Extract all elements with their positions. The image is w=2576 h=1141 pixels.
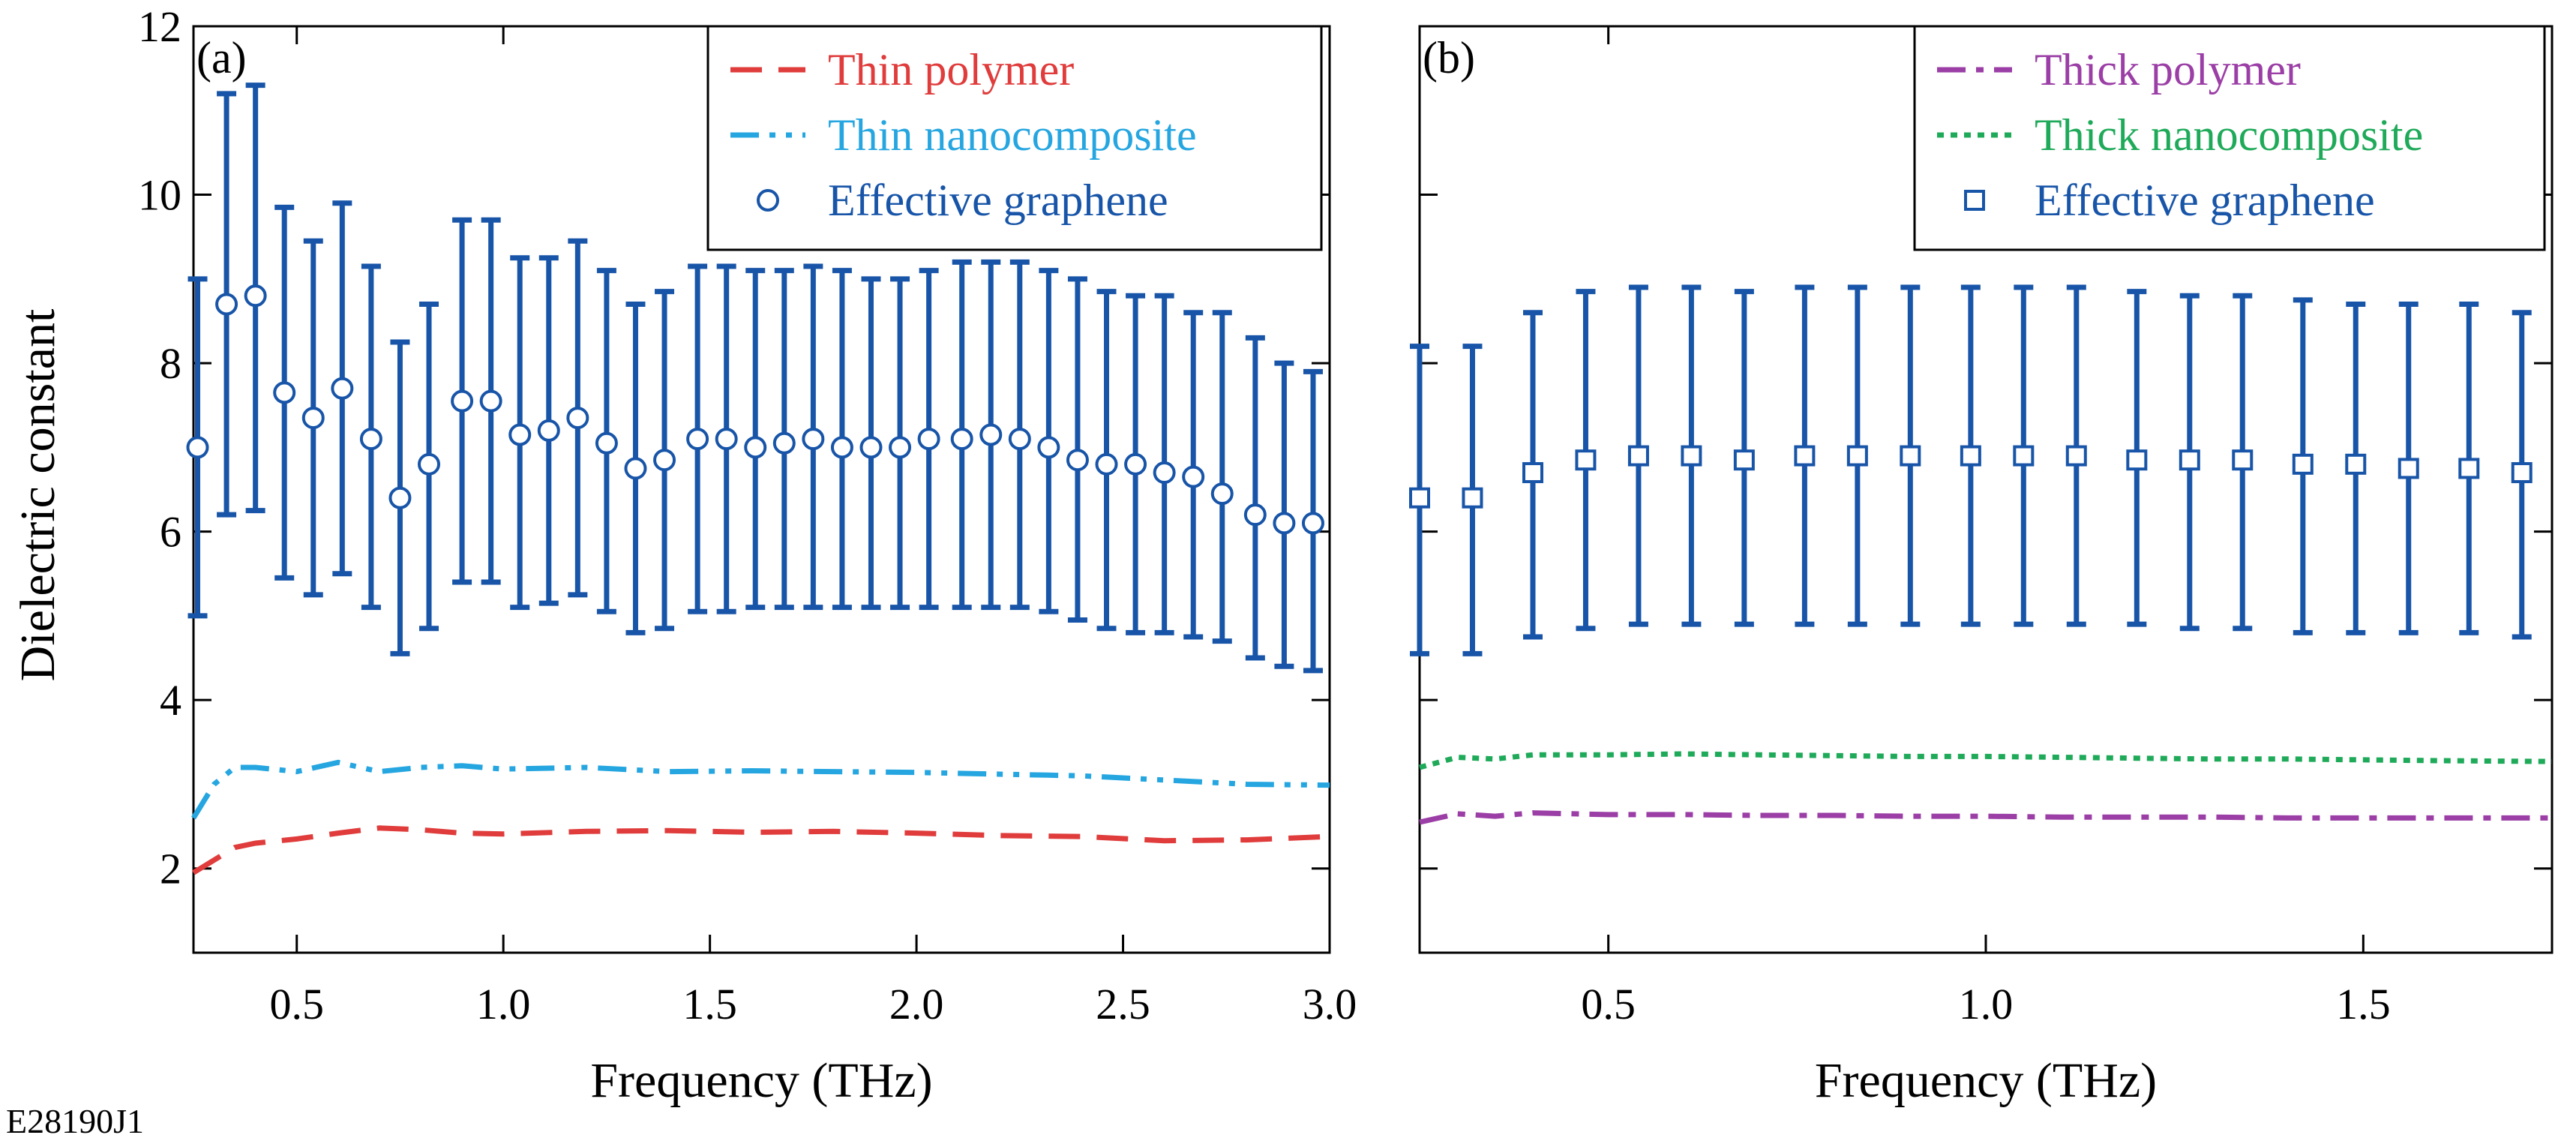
y-tick-label: 4 xyxy=(160,676,181,725)
data-point xyxy=(418,452,441,476)
panel-label: (b) xyxy=(1423,33,1475,83)
legend-label: Thick nanocomposite xyxy=(2035,110,2423,160)
legend-label: Thin nanocomposite xyxy=(828,110,1197,160)
legend-swatch xyxy=(1964,190,1985,211)
data-point xyxy=(917,428,940,451)
data-point xyxy=(653,449,676,472)
x-tick-label: 0.5 xyxy=(1581,980,1636,1028)
legend-box xyxy=(706,25,1323,251)
x-tick-label: 1.5 xyxy=(682,980,737,1028)
data-point xyxy=(1409,487,1430,509)
data-point xyxy=(451,389,474,413)
x-axis-title: Frequency (THz) xyxy=(590,1053,932,1108)
x-tick-label: 2.5 xyxy=(1096,980,1150,1028)
data-point xyxy=(1301,512,1324,535)
y-axis-title: Dielectric constant xyxy=(10,309,65,682)
data-point xyxy=(331,377,354,400)
data-point xyxy=(802,428,825,451)
x-tick-label: 1.0 xyxy=(1959,980,2014,1028)
data-point xyxy=(859,436,883,459)
data-point xyxy=(1066,449,1089,472)
data-point xyxy=(595,431,618,455)
y-tick-label: 6 xyxy=(160,508,181,557)
legend-swatch xyxy=(757,189,779,212)
data-point xyxy=(1900,445,1921,467)
legend-label: Effective graphene xyxy=(2035,176,2375,225)
legend-label: Thin polymer xyxy=(828,45,1074,95)
data-point xyxy=(2013,445,2035,467)
data-point xyxy=(1794,445,1816,467)
data-point xyxy=(1960,445,1981,467)
data-point xyxy=(2511,462,2533,484)
data-point xyxy=(1681,445,1702,467)
y-tick-label: 8 xyxy=(160,339,181,388)
x-tick-label: 1.5 xyxy=(2336,980,2391,1028)
panel-label: (a) xyxy=(196,33,247,83)
data-point xyxy=(2065,445,2087,467)
data-point xyxy=(1243,503,1267,527)
series-line xyxy=(1419,810,2552,825)
legend-label: Effective graphene xyxy=(828,176,1168,225)
series-line xyxy=(1419,751,2553,770)
data-point xyxy=(1182,465,1205,488)
data-point xyxy=(1008,428,1031,451)
x-axis-title: Frequency (THz) xyxy=(1815,1053,2157,1108)
y-tick-label: 12 xyxy=(138,2,181,51)
data-point xyxy=(215,293,238,316)
data-point xyxy=(1037,436,1060,459)
series-line xyxy=(191,759,1330,820)
data-point xyxy=(388,486,412,509)
data-point xyxy=(889,436,912,459)
data-point xyxy=(2232,449,2254,471)
data-point xyxy=(772,431,796,455)
data-point xyxy=(744,436,767,459)
data-point xyxy=(1210,482,1234,506)
data-point xyxy=(1575,449,1597,471)
figure-id: E28190J1 xyxy=(6,1102,144,1140)
data-point xyxy=(624,457,647,480)
data-point xyxy=(2398,458,2419,479)
data-point xyxy=(2126,449,2148,471)
data-point xyxy=(1522,462,1543,484)
x-tick-label: 3.0 xyxy=(1303,980,1357,1028)
data-point xyxy=(2458,458,2480,479)
data-point xyxy=(1462,487,1483,509)
y-tick-label: 2 xyxy=(160,845,181,893)
x-tick-label: 0.5 xyxy=(269,980,324,1028)
data-point xyxy=(830,436,853,459)
data-point xyxy=(686,428,709,451)
data-point xyxy=(359,428,382,451)
data-point xyxy=(566,407,589,430)
data-point xyxy=(1124,452,1147,476)
data-point xyxy=(479,389,502,413)
series-line xyxy=(192,825,1330,875)
data-point xyxy=(2179,449,2200,471)
data-point xyxy=(979,423,1003,446)
data-point xyxy=(1095,452,1118,476)
panel-b: 0.5 1.0 1.5 Frequency (THz) (b) Thick polymer… xyxy=(1409,25,2554,1108)
legend-label: Thick polymer xyxy=(2035,45,2301,95)
data-point xyxy=(508,423,532,446)
data-point xyxy=(1846,445,1868,467)
panel-a: 2 4 6 8 10 12 0.5 1.0 1.5 2.0 2.5 3.0 Frequency (THz… xyxy=(138,2,1357,1108)
data-point xyxy=(715,428,738,451)
data-point xyxy=(273,381,296,404)
data-point xyxy=(1627,445,1649,467)
legend-box xyxy=(1913,25,2546,251)
data-point xyxy=(244,284,267,308)
data-point xyxy=(950,428,973,451)
data-point xyxy=(537,419,560,442)
data-point xyxy=(1153,461,1176,485)
data-point xyxy=(186,436,209,459)
y-tick-label: 10 xyxy=(138,171,181,220)
data-point xyxy=(1273,512,1296,535)
data-point xyxy=(1733,449,1755,471)
data-point xyxy=(2345,453,2367,475)
x-tick-label: 2.0 xyxy=(889,980,944,1028)
x-tick-label: 1.0 xyxy=(476,980,531,1028)
data-point xyxy=(2292,453,2314,475)
data-point xyxy=(301,407,325,430)
